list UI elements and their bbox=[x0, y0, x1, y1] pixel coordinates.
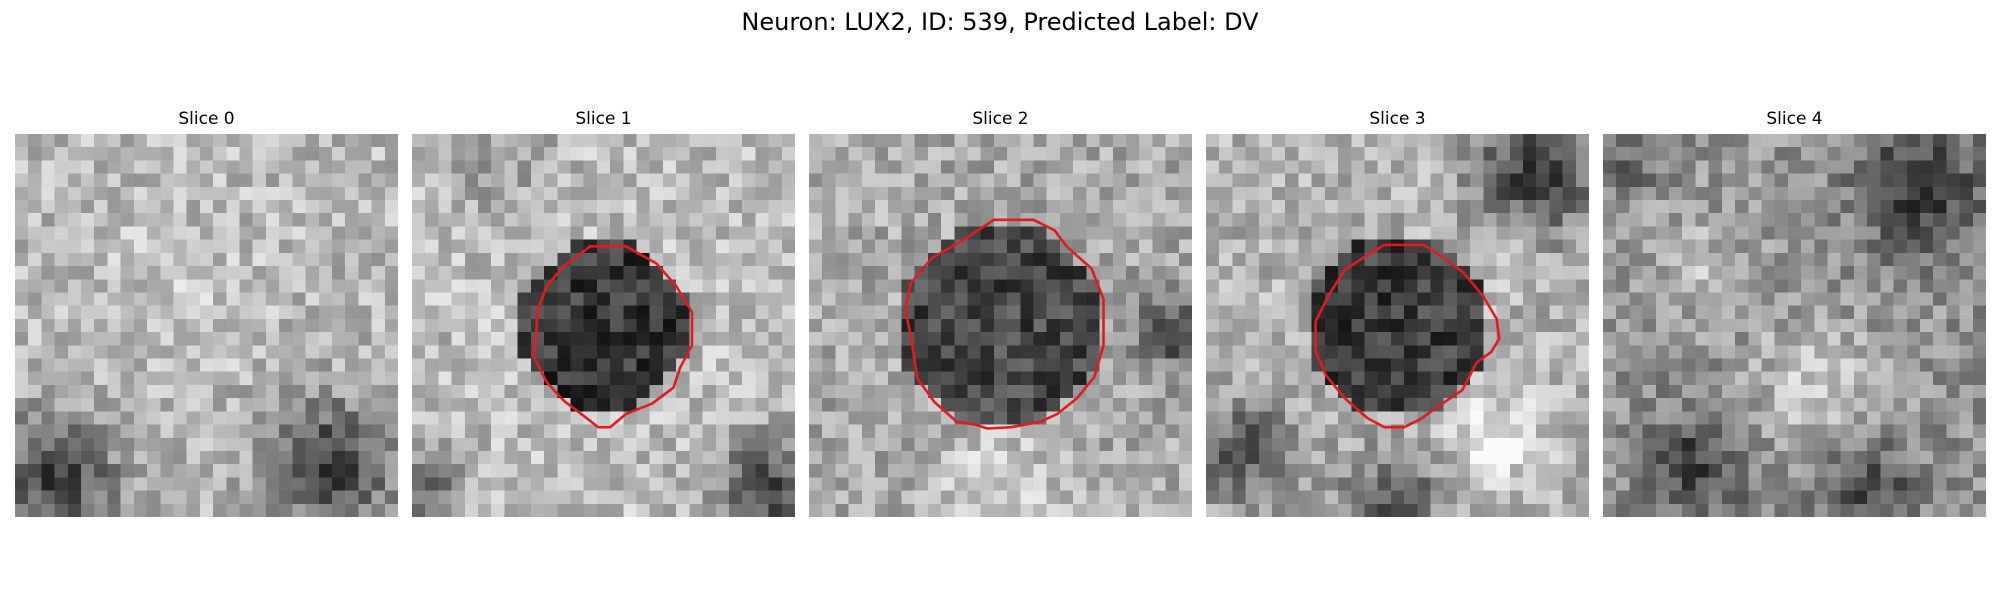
slice-panel-0: Slice 0 bbox=[15, 108, 398, 517]
slice-texture-1 bbox=[412, 134, 795, 517]
slice-panel-2: Slice 2 bbox=[809, 108, 1192, 517]
slice-image-3 bbox=[1206, 134, 1589, 517]
pixel-grid bbox=[15, 134, 398, 517]
slice-panel-1: Slice 1 bbox=[412, 108, 795, 517]
slice-panel-4: Slice 4 bbox=[1603, 108, 1986, 517]
slice-texture-0 bbox=[15, 134, 398, 517]
roi-outline-2 bbox=[904, 218, 1105, 430]
slice-texture-3 bbox=[1206, 134, 1589, 517]
slice-title-3: Slice 3 bbox=[1369, 109, 1426, 129]
pixel-grid bbox=[1603, 134, 1986, 517]
slice-title-2: Slice 2 bbox=[972, 109, 1029, 129]
slice-image-2 bbox=[809, 134, 1192, 517]
pixel-grid bbox=[412, 134, 795, 517]
slice-image-1 bbox=[412, 134, 795, 517]
pixel-grid bbox=[809, 134, 1192, 517]
roi-outline-3 bbox=[1314, 243, 1501, 429]
slice-panel-3: Slice 3 bbox=[1206, 108, 1589, 517]
slice-image-0 bbox=[15, 134, 398, 517]
pixel-grid bbox=[1206, 134, 1589, 517]
slice-image-4 bbox=[1603, 134, 1986, 517]
figure-title: Neuron: LUX2, ID: 539, Predicted Label: … bbox=[741, 8, 1259, 36]
slice-texture-4 bbox=[1603, 134, 1986, 517]
slice-title-0: Slice 0 bbox=[178, 109, 235, 129]
roi-outline-1 bbox=[532, 245, 694, 429]
slice-title-1: Slice 1 bbox=[575, 109, 632, 129]
slice-title-4: Slice 4 bbox=[1766, 109, 1823, 129]
slice-texture-2 bbox=[809, 134, 1192, 517]
